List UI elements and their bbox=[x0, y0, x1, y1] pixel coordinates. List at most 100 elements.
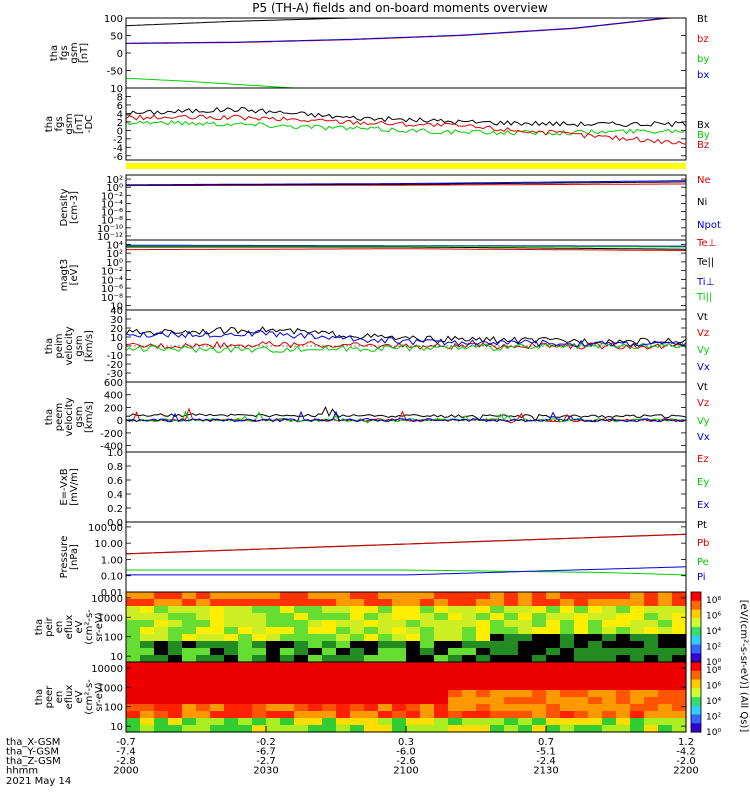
spectrogram-cell bbox=[602, 641, 617, 649]
spectrogram-cell bbox=[644, 613, 659, 621]
spectrogram-cell bbox=[644, 655, 659, 663]
panel-3: Ne Ni Npot 10²10⁰10⁻²10⁻⁴10⁻⁶10⁻⁸10⁻¹⁰10⁻¹²… bbox=[59, 174, 721, 243]
y-axis-label-line: [km/s] bbox=[84, 401, 95, 433]
spectrogram-cell bbox=[420, 599, 435, 607]
spectrogram-cell bbox=[252, 697, 267, 705]
spectrogram-cell bbox=[336, 725, 351, 733]
spectrogram-cell bbox=[462, 690, 477, 698]
spectrogram-cell bbox=[266, 599, 281, 607]
spectrogram-cell bbox=[518, 711, 533, 719]
spectrogram-cell bbox=[490, 718, 505, 726]
spectrogram-cell bbox=[392, 683, 407, 691]
spectrogram-cell bbox=[280, 592, 295, 600]
spectrogram-cell bbox=[672, 627, 687, 635]
spectrogram-cell bbox=[560, 613, 575, 621]
spectrogram-cell bbox=[616, 683, 631, 691]
spectrogram-cell bbox=[322, 725, 337, 733]
spectrogram-cell bbox=[462, 655, 477, 663]
spectrogram-cell bbox=[602, 655, 617, 663]
spectrogram-cell bbox=[504, 697, 519, 705]
spectrogram-cell bbox=[266, 620, 281, 628]
spectrogram-cell bbox=[196, 711, 211, 719]
y-axis-label-line: [nPa] bbox=[69, 544, 80, 570]
spectrogram-cell bbox=[616, 697, 631, 705]
spectrogram-cell bbox=[280, 655, 295, 663]
spectrogram-cell bbox=[448, 669, 463, 677]
spectrogram-cell bbox=[266, 655, 281, 663]
spectrogram-cell bbox=[630, 704, 645, 712]
spectrogram-cell bbox=[518, 676, 533, 684]
spectrogram-cell bbox=[518, 599, 533, 607]
spectrogram-cell bbox=[476, 627, 491, 635]
spectrogram-cell bbox=[294, 627, 309, 635]
legend-entry: Pi bbox=[697, 572, 706, 583]
spectrogram-cell bbox=[392, 627, 407, 635]
spectrogram-cell bbox=[616, 634, 631, 642]
spectrogram-cell bbox=[378, 704, 393, 712]
spectrogram-cell bbox=[308, 627, 323, 635]
spectrogram-cell bbox=[574, 725, 589, 733]
spectrogram-cell bbox=[462, 725, 477, 733]
spectrogram-cell bbox=[252, 634, 267, 642]
spectrogram-cell bbox=[490, 704, 505, 712]
spectrogram-cell bbox=[238, 683, 253, 691]
colorbar-segment bbox=[691, 697, 701, 707]
spectrogram-cell bbox=[294, 669, 309, 677]
spectrogram-cell bbox=[546, 648, 561, 656]
spectrogram-cell bbox=[154, 613, 169, 621]
spectrogram-cell bbox=[182, 662, 197, 670]
spectrogram-cell bbox=[336, 620, 351, 628]
colorbar-segment bbox=[691, 644, 701, 654]
spectrogram-cell bbox=[154, 641, 169, 649]
panel-frame bbox=[125, 381, 687, 453]
spectrogram-cell bbox=[504, 683, 519, 691]
spectrogram-cell bbox=[392, 697, 407, 705]
spectrogram-cell bbox=[476, 599, 491, 607]
spectrogram-cell bbox=[476, 697, 491, 705]
spectrogram-cell bbox=[476, 718, 491, 726]
spectrogram-cell bbox=[406, 662, 421, 670]
spectrogram-cell bbox=[574, 697, 589, 705]
spectrogram-cell bbox=[308, 669, 323, 677]
spectrogram-cell bbox=[350, 662, 365, 670]
spectrogram-cell bbox=[476, 725, 491, 733]
spectrogram-cell bbox=[140, 662, 155, 670]
spectrogram-cell bbox=[644, 592, 659, 600]
spectrogram-cell bbox=[168, 725, 183, 733]
spectrogram-cell bbox=[196, 648, 211, 656]
spectrogram-cell bbox=[560, 683, 575, 691]
spectrogram-cell bbox=[238, 662, 253, 670]
spectrogram-cell bbox=[504, 655, 519, 663]
spectrogram-cell bbox=[616, 704, 631, 712]
y-axis-label-line: eflux bbox=[64, 685, 75, 710]
spectrogram-cell bbox=[266, 704, 281, 712]
spectrogram-cell bbox=[630, 676, 645, 684]
spectrogram-cell bbox=[196, 690, 211, 698]
spectrogram-cell bbox=[182, 620, 197, 628]
spectrogram-cell bbox=[532, 592, 547, 600]
spectrogram-cell bbox=[280, 648, 295, 656]
spectrogram-cell bbox=[252, 606, 267, 614]
spectrogram-cell bbox=[574, 669, 589, 677]
spectrogram-cell bbox=[252, 669, 267, 677]
spectrogram-cell bbox=[462, 648, 477, 656]
spectrogram-cell bbox=[140, 704, 155, 712]
y-tick-label: 0.6 bbox=[107, 476, 123, 487]
spectrogram-cell bbox=[644, 662, 659, 670]
y-tick-label: 0 bbox=[117, 126, 123, 137]
spectrogram-cell bbox=[546, 662, 561, 670]
spectrogram-cell bbox=[322, 669, 337, 677]
spectrogram-cell bbox=[126, 634, 141, 642]
spectrogram-cell bbox=[336, 669, 351, 677]
spectrogram-cell bbox=[294, 704, 309, 712]
y-tick-label: 50 bbox=[110, 32, 123, 43]
spectrogram-cell bbox=[490, 690, 505, 698]
footer-value: 0.3 bbox=[398, 737, 414, 748]
spectrogram-cell bbox=[672, 606, 687, 614]
spectrogram-cell bbox=[196, 641, 211, 649]
spectrogram-cell bbox=[336, 697, 351, 705]
spectrogram-cell bbox=[252, 718, 267, 726]
spectrogram-cell bbox=[588, 690, 603, 698]
spectrogram-cell bbox=[322, 718, 337, 726]
spectrogram-cell bbox=[546, 697, 561, 705]
